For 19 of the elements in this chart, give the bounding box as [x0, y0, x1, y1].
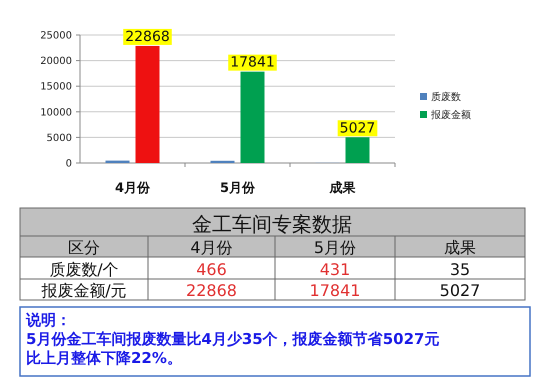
- legend-label: 质废数: [431, 91, 461, 103]
- y-tick-label: 15000: [40, 82, 72, 93]
- bar: [240, 72, 264, 163]
- bar: [136, 46, 160, 163]
- x-tick-label: 5月份: [220, 181, 256, 196]
- x-tick-label: 4月份: [114, 181, 152, 196]
- data-label: 22868: [125, 28, 170, 45]
- note: 说明： 5月份金工车间报废数量比4月少35个，报废金额节省5027元 比上月整体下降22%。: [19, 306, 531, 377]
- data-label: 5027: [340, 120, 376, 136]
- legend-label: 报废金额: [430, 109, 471, 121]
- y-tick-label: 20000: [40, 56, 72, 68]
- y-tick-label: 10000: [40, 107, 72, 118]
- y-tick-label: 0: [66, 158, 72, 170]
- bar: [346, 137, 370, 163]
- data-label: 17841: [230, 54, 275, 71]
- y-tick-label: 25000: [40, 30, 72, 42]
- table: 金工车间专案数据 区分 4月份 5月份 成果 质废数/个 466 431 35 报废金额/元 22868 17841 5027: [20, 208, 526, 300]
- x-tick-label: 成果: [328, 181, 356, 196]
- y-tick-label: 5000: [46, 132, 72, 144]
